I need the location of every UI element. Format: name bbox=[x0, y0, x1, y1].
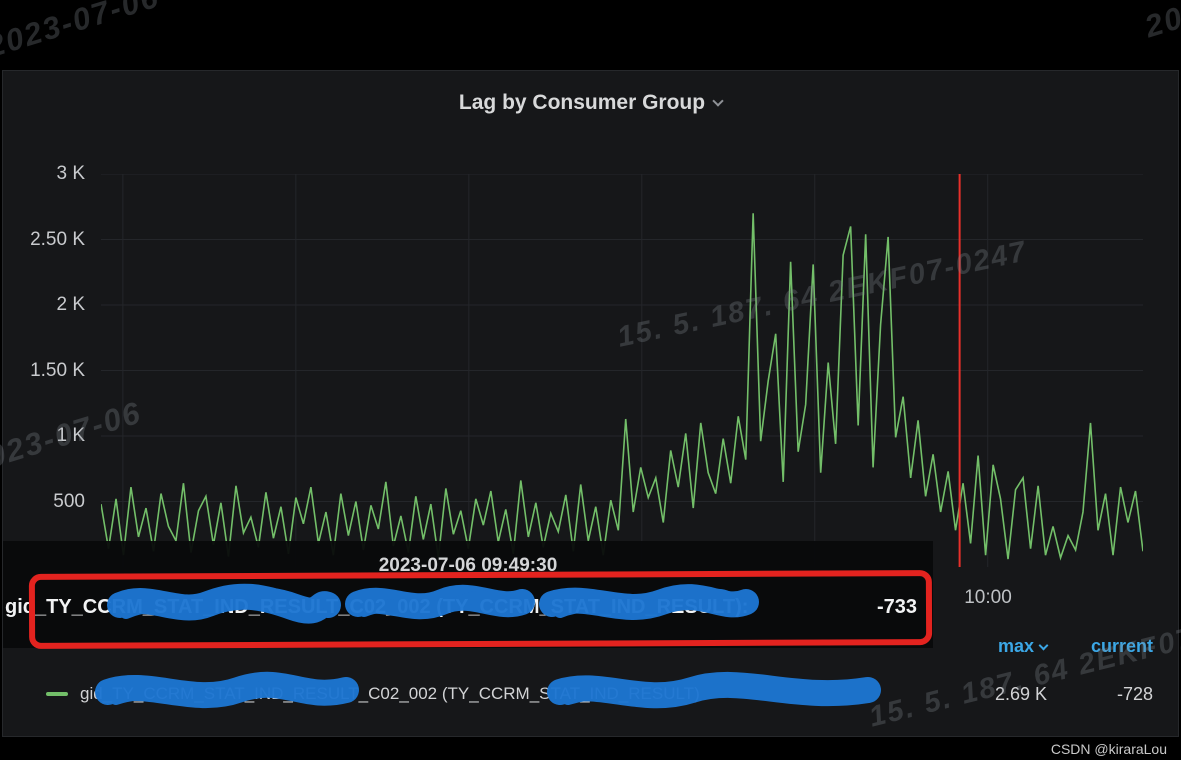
legend-headers: max current bbox=[3, 636, 1178, 657]
legend-current-value: -728 bbox=[1116, 684, 1153, 704]
legend-max-value: 2.69 K bbox=[994, 684, 1047, 704]
lag-chart-plot-area[interactable] bbox=[101, 174, 1143, 567]
tooltip-series-value: -733 bbox=[876, 596, 917, 618]
tooltip-timestamp: 2023-07-06 09:49:30 bbox=[378, 555, 558, 576]
series-color-swatch[interactable] bbox=[46, 692, 68, 696]
csdn-watermark-credit: CSDN @kiraraLou bbox=[1050, 741, 1167, 757]
legend-row: gid_TY_CCRM_STAT_IND_RESULT_C02_002 (TY_… bbox=[3, 679, 1178, 709]
lag-chart-svg[interactable] bbox=[101, 174, 1143, 567]
panel-header[interactable]: Lag by Consumer Group bbox=[3, 91, 1178, 115]
y-axis-tick: 1 K bbox=[56, 425, 85, 446]
grafana-panel: Lag by Consumer Group 3 K 2.50 K 2 K 1.5… bbox=[2, 70, 1179, 737]
y-axis: 3 K 2.50 K 2 K 1.50 K 1 K 500 bbox=[3, 71, 95, 571]
y-axis-tick: 500 bbox=[53, 491, 85, 512]
watermark-date-top-left: 2023-07-06 bbox=[0, 0, 164, 65]
y-axis-tick: 3 K bbox=[56, 163, 85, 184]
series-line bbox=[101, 213, 1143, 561]
legend-header-max[interactable]: max bbox=[941, 636, 1049, 657]
x-axis-tick: 10:00 bbox=[964, 587, 1012, 608]
y-axis-tick: 2 K bbox=[56, 294, 85, 315]
y-axis-tick: 2.50 K bbox=[30, 229, 85, 250]
legend-header-current[interactable]: current bbox=[1090, 636, 1153, 656]
watermark-date-top-right: 2023-07-06 bbox=[1140, 0, 1181, 45]
chevron-down-icon bbox=[712, 95, 724, 107]
legend-series-label[interactable]: gid_TY_CCRM_STAT_IND_RESULT_C02_002 (TY_… bbox=[80, 684, 700, 703]
panel-title[interactable]: Lag by Consumer Group bbox=[458, 91, 706, 114]
red-highlight-annotation bbox=[28, 570, 933, 649]
y-axis-tick: 1.50 K bbox=[30, 360, 85, 381]
